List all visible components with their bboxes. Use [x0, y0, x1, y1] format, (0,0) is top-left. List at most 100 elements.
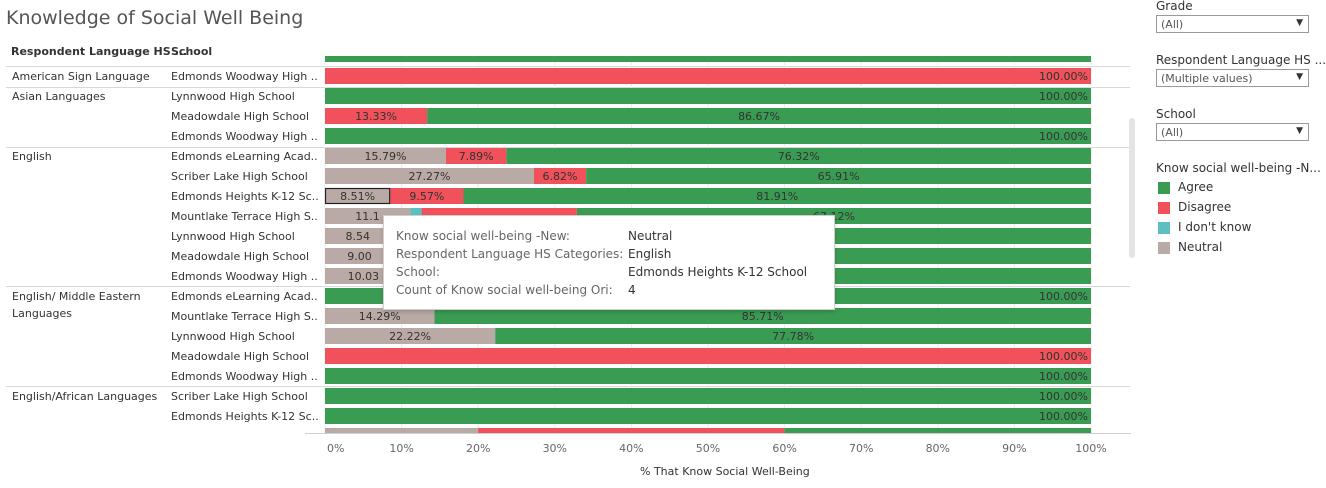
- bar-segment-disagree[interactable]: [533, 168, 587, 184]
- school-label: Edmonds eLearning Acad..: [171, 290, 318, 303]
- bar-segment-neutral[interactable]: [325, 328, 496, 344]
- bar-segment-agree[interactable]: [325, 128, 1091, 144]
- bar-segment-neutral[interactable]: [325, 168, 534, 184]
- bar-segment-agree[interactable]: [325, 408, 1091, 424]
- group-separator: [6, 386, 1130, 387]
- chevron-down-icon: ▼: [1296, 72, 1303, 82]
- school-filter-dropdown[interactable]: (All) ▼: [1156, 123, 1309, 141]
- bar-segment-neutral[interactable]: [325, 248, 394, 264]
- school-label: Lynnwood High School: [171, 330, 295, 343]
- page-title: Knowledge of Social Well Being: [6, 7, 304, 29]
- bar-segment-agree: [325, 56, 1091, 62]
- x-tick-label: 50%: [696, 442, 720, 455]
- bar-data-label: 14.29%: [359, 310, 401, 323]
- grade-filter-title: Grade: [1156, 0, 1193, 13]
- legend-title: Know social well-being -N...: [1156, 161, 1321, 175]
- bar-segment-agree[interactable]: [506, 148, 1091, 164]
- bar-data-label: 7.89%: [459, 150, 494, 163]
- chevron-down-icon: ▼: [1296, 18, 1303, 28]
- language-filter-value: (Multiple values): [1161, 72, 1253, 85]
- school-label: Meadowdale High School: [171, 350, 310, 363]
- school-column-header[interactable]: School: [171, 45, 213, 58]
- bar-segment-agree[interactable]: [434, 308, 1091, 324]
- bar-segment-disagree: [478, 428, 785, 433]
- school-label: Edmonds eLearning Acad..: [171, 150, 318, 163]
- bar-data-label: 10.03: [348, 270, 380, 283]
- legend-swatch: [1158, 181, 1170, 194]
- tooltip-row: Count of Know social well-being Ori: 4: [396, 283, 636, 297]
- x-tick-label: 40%: [619, 442, 643, 455]
- bar-segment-neutral[interactable]: [325, 148, 446, 164]
- bar-segment-disagree[interactable]: [325, 68, 1091, 84]
- group-separator: [6, 147, 1130, 148]
- bar-data-label: 13.33%: [355, 110, 397, 123]
- bar-segment-disagree[interactable]: [325, 348, 1091, 364]
- bar-segment-disagree[interactable]: [390, 188, 464, 204]
- bar-segment-neutral[interactable]: [325, 188, 391, 204]
- group-separator: [6, 66, 1130, 67]
- bar-segment-agree[interactable]: [325, 368, 1091, 384]
- bar-segment-disagree[interactable]: [325, 108, 428, 124]
- bar-segment-agree[interactable]: [586, 168, 1091, 184]
- bar-segment-neutral[interactable]: [325, 228, 391, 244]
- group-label-asian-languages: Asian Languages: [12, 90, 106, 103]
- bar-segment-neutral[interactable]: [325, 268, 402, 284]
- tooltip-value: Edmonds Heights K-12 School: [628, 265, 808, 279]
- legend-label: I don't know: [1178, 220, 1252, 234]
- language-column-header[interactable]: Respondent Language HS ...: [11, 45, 188, 58]
- bar-tooltip: Know social well-being -New: Neutral Resp…: [383, 215, 835, 310]
- vertical-scrollbar[interactable]: [1129, 118, 1135, 258]
- school-label: Edmonds Heights K-12 Sc..: [171, 190, 319, 203]
- bar-segment-agree[interactable]: [325, 88, 1091, 104]
- bar-segment-disagree[interactable]: [445, 148, 507, 164]
- tooltip-value: 4: [628, 283, 636, 297]
- school-label: Edmonds Woodway High ..: [171, 270, 318, 283]
- legend-item-neutral[interactable]: Neutral: [1158, 240, 1222, 254]
- bar-segment-agree[interactable]: [427, 108, 1091, 124]
- tooltip-value: English: [628, 247, 672, 261]
- group-label-english: English: [12, 150, 52, 163]
- bar-data-label: 6.82%: [543, 170, 578, 183]
- bar-segment-agree[interactable]: [325, 388, 1091, 404]
- legend-item-agree[interactable]: Agree: [1158, 180, 1213, 194]
- x-tick-label: 10%: [389, 442, 413, 455]
- bar-data-label: 100.00%: [1039, 90, 1088, 103]
- bar-data-label: 100.00%: [1039, 370, 1088, 383]
- x-tick-label: 90%: [1002, 442, 1026, 455]
- bar-segment-agree[interactable]: [495, 328, 1091, 344]
- bar-data-label: 100.00%: [1039, 70, 1088, 83]
- legend-item-disagree[interactable]: Disagree: [1158, 200, 1231, 214]
- tooltip-row: Respondent Language HS Categories: Englis…: [396, 247, 671, 261]
- x-axis-title: % That Know Social Well-Being: [640, 465, 810, 478]
- grade-filter-dropdown[interactable]: (All) ▼: [1156, 15, 1309, 33]
- bar-segment-neutral[interactable]: [325, 308, 435, 324]
- legend-item-dont-know[interactable]: I don't know: [1158, 220, 1251, 234]
- grade-filter-value: (All): [1161, 18, 1184, 31]
- bar-data-label: 15.79%: [364, 150, 406, 163]
- tooltip-key: School:: [396, 265, 440, 279]
- school-label: Mountlake Terrace High S..: [171, 310, 318, 323]
- tooltip-key: Know social well-being -New:: [396, 229, 570, 243]
- bar-data-label: 11.1: [355, 210, 380, 223]
- bar-data-label: 85.71%: [742, 310, 784, 323]
- bar-data-label: 76.32%: [778, 150, 820, 163]
- school-filter-value: (All): [1161, 126, 1184, 139]
- bar-data-label: 100.00%: [1039, 290, 1088, 303]
- tooltip-value: Neutral: [628, 229, 673, 243]
- x-tick-label: 20%: [466, 442, 490, 455]
- legend-swatch: [1158, 241, 1170, 254]
- bar-data-label: 8.54: [345, 230, 370, 243]
- bar-data-label: 27.27%: [408, 170, 450, 183]
- school-label: Scriber Lake High School: [171, 390, 308, 403]
- bar-data-label: 22.22%: [389, 330, 431, 343]
- bar-segment-agree[interactable]: [463, 188, 1091, 204]
- chevron-down-icon: ▼: [1296, 126, 1303, 136]
- school-label: Edmonds Heights K-12 Sc..: [171, 410, 319, 423]
- group-label-english-middle-eastern: English/ Middle Eastern Languages: [12, 290, 141, 320]
- tooltip-key: Respondent Language HS Categories:: [396, 247, 624, 261]
- language-filter-dropdown[interactable]: (Multiple values) ▼: [1156, 69, 1309, 87]
- bar-data-label: 77.78%: [772, 330, 814, 343]
- x-tick-label: 80%: [926, 442, 950, 455]
- school-label: Lynnwood High School: [171, 230, 295, 243]
- x-tick-label: 100%: [1075, 442, 1106, 455]
